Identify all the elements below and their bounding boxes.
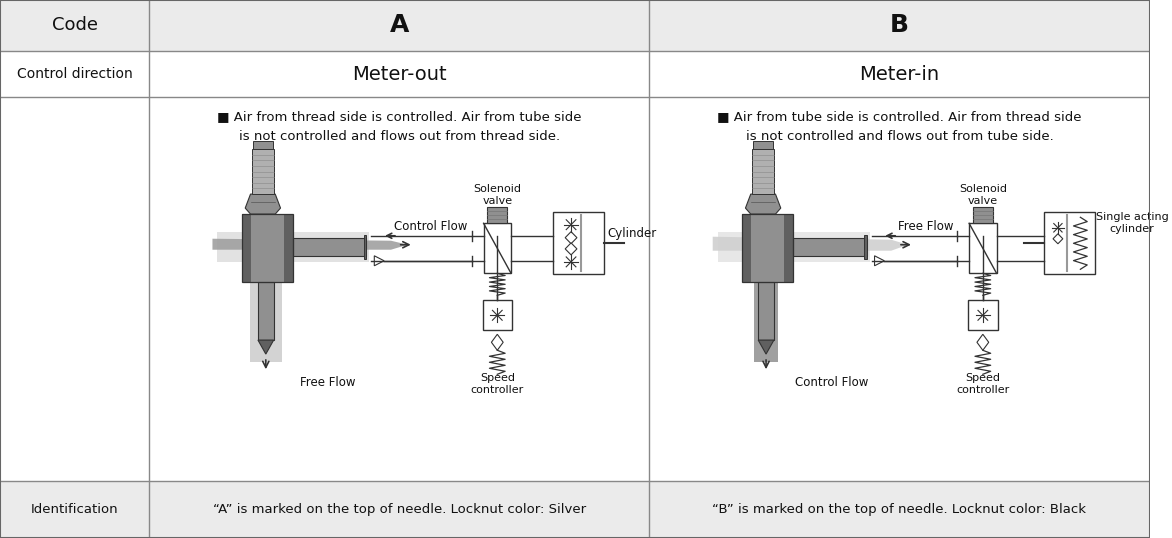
Text: “B” is marked on the top of needle. Locknut color: Black: “B” is marked on the top of needle. Lock…	[713, 503, 1086, 516]
Text: Control direction: Control direction	[16, 67, 132, 81]
Bar	[241, 214, 251, 282]
Text: Solenoid
valve: Solenoid valve	[473, 185, 522, 206]
Polygon shape	[565, 243, 577, 255]
Polygon shape	[212, 239, 408, 250]
Polygon shape	[758, 340, 774, 354]
Text: Speed
controller: Speed controller	[956, 373, 1009, 395]
Polygon shape	[977, 334, 989, 350]
Polygon shape	[258, 340, 273, 354]
Bar	[742, 214, 751, 282]
Text: Cylinder: Cylinder	[607, 227, 656, 240]
Text: ■ Air from tube side is controlled. Air from thread side: ■ Air from tube side is controlled. Air …	[717, 110, 1082, 124]
Bar	[0, 51, 1150, 97]
Text: Single acting
cylinder: Single acting cylinder	[1096, 213, 1168, 234]
Polygon shape	[491, 334, 503, 350]
Text: Solenoid
valve: Solenoid valve	[959, 185, 1007, 206]
Polygon shape	[565, 232, 577, 244]
Text: Meter-out: Meter-out	[352, 65, 447, 83]
Text: A: A	[389, 13, 409, 38]
Bar	[488, 207, 507, 223]
Bar	[784, 214, 793, 282]
Bar	[968, 300, 997, 330]
Bar	[241, 214, 293, 282]
Polygon shape	[1052, 234, 1063, 244]
Text: ■ Air from thread side is controlled. Air from tube side: ■ Air from thread side is controlled. Ai…	[217, 110, 581, 124]
Bar	[742, 214, 793, 282]
Bar	[864, 235, 866, 259]
Text: “A” is marked on the top of needle. Locknut color: Silver: “A” is marked on the top of needle. Lock…	[212, 503, 586, 516]
Bar	[483, 300, 512, 330]
Bar	[253, 141, 273, 149]
Polygon shape	[713, 237, 908, 251]
Text: is not controlled and flows out from thread side.: is not controlled and flows out from thr…	[239, 131, 560, 144]
Text: Free Flow: Free Flow	[898, 220, 953, 233]
Bar	[717, 232, 870, 261]
Text: Control Flow: Control Flow	[796, 376, 868, 388]
Bar	[363, 235, 367, 259]
Bar	[973, 207, 993, 223]
Bar	[0, 481, 1150, 538]
Bar	[553, 213, 605, 274]
Text: Identification: Identification	[30, 503, 118, 516]
Text: Code: Code	[52, 17, 97, 34]
Bar	[251, 214, 284, 282]
Bar	[754, 141, 772, 149]
Bar	[751, 214, 784, 282]
Text: Control Flow: Control Flow	[394, 220, 466, 233]
Bar	[0, 0, 1150, 51]
Bar	[0, 97, 1150, 481]
Bar	[293, 238, 367, 256]
Polygon shape	[245, 194, 280, 214]
Bar	[758, 282, 774, 340]
Text: Speed
controller: Speed controller	[471, 373, 524, 395]
Text: is not controlled and flows out from tube side.: is not controlled and flows out from tub…	[745, 131, 1054, 144]
Bar	[252, 149, 273, 194]
Bar	[755, 282, 778, 362]
Bar	[250, 282, 281, 362]
Bar	[284, 214, 293, 282]
Bar	[1043, 213, 1095, 274]
Bar	[258, 282, 273, 340]
Bar	[217, 232, 369, 261]
Text: B: B	[890, 13, 909, 38]
Bar	[793, 238, 866, 256]
Text: Free Flow: Free Flow	[300, 376, 355, 388]
Bar	[484, 223, 511, 273]
Bar	[752, 149, 774, 194]
Bar	[969, 223, 996, 273]
Polygon shape	[745, 194, 781, 214]
Text: Meter-in: Meter-in	[859, 65, 940, 83]
